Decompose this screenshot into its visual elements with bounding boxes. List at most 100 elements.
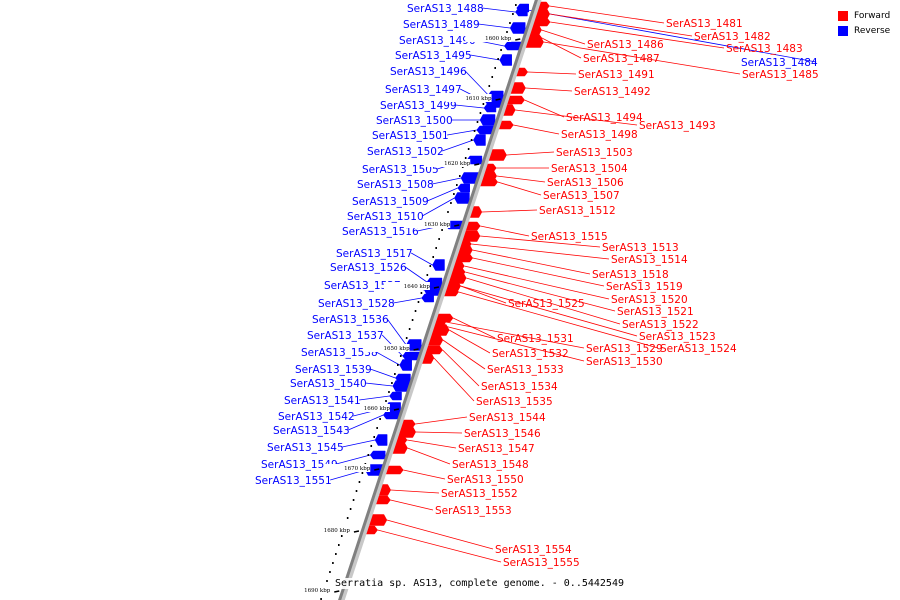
orf-marker [470, 139, 473, 141]
reverse-gene-label[interactable]: SerAS13_1508 [357, 179, 434, 191]
reverse-gene-label[interactable]: SerAS13_1488 [407, 3, 484, 15]
reverse-gene-label[interactable]: SerAS13_1542 [278, 411, 355, 423]
forward-gene-label[interactable]: SerAS13_1524 [660, 343, 737, 355]
forward-gene-label[interactable]: SerAS13_1548 [452, 459, 529, 471]
forward-gene-label[interactable]: SerAS13_1498 [561, 129, 638, 141]
reverse-gene-label[interactable]: SerAS13_1517 [336, 248, 413, 260]
forward-gene-label[interactable]: SerAS13_1535 [476, 396, 553, 408]
forward-gene-label[interactable]: SerAS13_1512 [539, 205, 616, 217]
forward-gene-label[interactable]: SerAS13_1522 [622, 319, 699, 331]
orf-marker [405, 337, 408, 339]
forward-gene-label[interactable]: SerAS13_1544 [469, 412, 546, 424]
forward-gene-label[interactable]: SerAS13_1493 [639, 120, 716, 132]
forward-gene-label[interactable]: SerAS13_1519 [606, 281, 683, 293]
forward-gene-label[interactable]: SerAS13_1532 [492, 348, 569, 360]
forward-gene-label[interactable]: SerAS13_1555 [503, 557, 580, 569]
orf-marker [391, 382, 393, 384]
gene-leader-line [376, 351, 400, 366]
reverse-gene-label[interactable]: SerAS13_1501 [372, 130, 449, 142]
forward-gene-label[interactable]: SerAS13_1513 [602, 242, 679, 254]
forward-gene-label[interactable]: SerAS13_1506 [547, 177, 624, 189]
reverse-gene-label[interactable]: SerAS13_1539 [295, 364, 372, 376]
forward-gene-label[interactable]: SerAS13_1492 [574, 86, 651, 98]
reverse-gene-label[interactable]: SerAS13_1496 [390, 66, 467, 78]
orf-marker [414, 310, 417, 312]
gene-leader-line [497, 181, 542, 196]
forward-gene-label[interactable]: SerAS13_1503 [556, 147, 633, 159]
reverse-gene-label[interactable]: SerAS13_1489 [403, 19, 480, 31]
gene-leader-line [513, 124, 560, 135]
reverse-gene-label[interactable]: SerAS13_1551 [255, 475, 332, 487]
reverse-gene-label[interactable]: SerAS13_1528 [318, 298, 395, 310]
gene-leader-line [359, 395, 390, 401]
forward-swatch [838, 10, 848, 21]
forward-gene-label[interactable]: SerAS13_1481 [666, 18, 743, 30]
gene-leader-line [377, 529, 502, 563]
orf-marker [467, 148, 470, 150]
forward-gene-label[interactable]: SerAS13_1552 [441, 488, 518, 500]
tick-mark [495, 98, 501, 101]
forward-gene-label[interactable]: SerAS13_1554 [495, 544, 572, 556]
forward-gene-label[interactable]: SerAS13_1547 [458, 443, 535, 455]
forward-gene-label[interactable]: SerAS13_1483 [726, 43, 803, 55]
forward-gene-label[interactable]: SerAS13_1531 [497, 333, 574, 345]
forward-gene-label[interactable]: SerAS13_1546 [464, 428, 541, 440]
reverse-gene-label[interactable]: SerAS13_1540 [290, 378, 367, 390]
forward-gene-label[interactable]: SerAS13_1530 [586, 356, 663, 368]
forward-gene-label[interactable]: SerAS13_1523 [639, 331, 716, 343]
gene-labels: SerAS13_1488 SerAS13_1489 SerAS13_1490 SerA… [255, 3, 819, 569]
tick-mark [515, 38, 521, 41]
forward-gene-label[interactable]: SerAS13_1482 [694, 31, 771, 43]
reverse-gene-label[interactable]: SerAS13_1537 [307, 330, 384, 342]
forward-gene-label[interactable]: SerAS13_1533 [487, 364, 564, 376]
forward-gene-label[interactable]: SerAS13_1487 [583, 53, 660, 65]
forward-gene-label[interactable]: SerAS13_1553 [435, 505, 512, 517]
tick-label: 1650 kbp [383, 346, 410, 352]
forward-gene-label[interactable]: SerAS13_1494 [566, 112, 643, 124]
reverse-gene-label[interactable]: SerAS13_1490 [399, 35, 476, 47]
forward-gene-label[interactable]: SerAS13_1507 [543, 190, 620, 202]
forward-gene-label[interactable]: SerAS13_1515 [531, 231, 608, 243]
reverse-gene-label[interactable]: SerAS13_1538 [301, 347, 378, 359]
reverse-gene-label[interactable]: SerAS13_1502 [367, 146, 444, 158]
reverse-gene-label[interactable]: SerAS13_1526 [330, 262, 407, 274]
forward-gene-label[interactable]: SerAS13_1534 [481, 381, 558, 393]
orf-marker [385, 400, 387, 402]
forward-gene-label[interactable]: SerAS13_1520 [611, 294, 688, 306]
gene-leader-line [515, 109, 638, 126]
gene-leader-line [445, 321, 585, 349]
reverse-gene-label[interactable]: SerAS13_1484 [741, 57, 818, 69]
reverse-gene-label[interactable]: SerAS13_1509 [352, 196, 429, 208]
reverse-gene-label[interactable]: SerAS13_1549 [261, 459, 338, 471]
reverse-gene-label[interactable]: SerAS13_1500 [376, 115, 453, 127]
orf-marker [509, 22, 511, 24]
reverse-gene-label[interactable]: SerAS13_1545 [267, 442, 344, 454]
forward-gene-label[interactable]: SerAS13_1518 [592, 269, 669, 281]
forward-gene-label[interactable]: SerAS13_1504 [551, 163, 628, 175]
forward-gene-label[interactable]: SerAS13_1486 [587, 39, 664, 51]
orf-marker [373, 436, 376, 438]
forward-gene-label[interactable]: SerAS13_1521 [617, 306, 694, 318]
reverse-gene-label[interactable]: SerAS13_1541 [284, 395, 361, 407]
gene-leader-line [458, 291, 659, 349]
forward-gene-label[interactable]: SerAS13_1491 [578, 69, 655, 81]
forward-gene-label[interactable]: SerAS13_1514 [611, 254, 688, 266]
reverse-gene-label[interactable]: SerAS13_1495 [395, 50, 472, 62]
reverse-swatch [838, 25, 848, 36]
tick-label: 1630 kbp [424, 222, 451, 228]
reverse-gene-feature [432, 259, 445, 271]
reverse-gene-label[interactable]: SerAS13_1527 [324, 280, 401, 292]
reverse-gene-label[interactable]: SerAS13_1536 [312, 314, 389, 326]
orf-marker [438, 238, 440, 240]
orf-marker [447, 211, 449, 213]
reverse-gene-label[interactable]: SerAS13_1505 [362, 164, 439, 176]
orf-marker [379, 418, 381, 420]
forward-gene-label[interactable]: SerAS13_1529 [586, 343, 663, 355]
reverse-gene-label[interactable]: SerAS13_1497 [385, 84, 462, 96]
reverse-gene-label[interactable]: SerAS13_1516 [342, 226, 419, 238]
reverse-gene-label[interactable]: SerAS13_1543 [273, 425, 350, 437]
reverse-gene-label[interactable]: SerAS13_1499 [380, 100, 457, 112]
forward-gene-label[interactable]: SerAS13_1550 [447, 474, 524, 486]
forward-gene-label[interactable]: SerAS13_1525 [508, 298, 585, 310]
forward-gene-label[interactable]: SerAS13_1485 [742, 69, 819, 81]
